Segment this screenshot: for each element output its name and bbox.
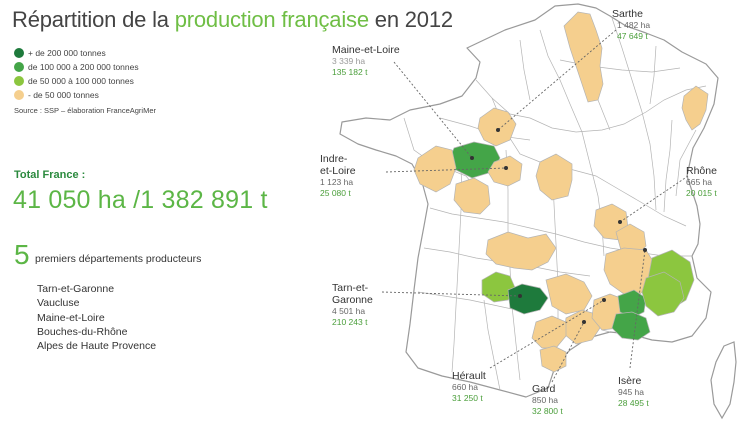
callout-tonnage: 47 649 t: [617, 31, 648, 41]
dept-aude: [531, 315, 567, 349]
list-item: Bouches-du-Rhône: [37, 325, 128, 338]
top5-list: Tarn-et-Garonne Vaucluse Maine-et-Loire …: [37, 282, 156, 353]
legend-swatch: [14, 62, 24, 72]
leader-maine-et-loire: [393, 61, 473, 159]
dept-nord: [563, 11, 604, 103]
department-fills: [413, 11, 709, 373]
callout-leaders: [381, 29, 689, 383]
callout-tonnage: 31 250 t: [452, 393, 483, 403]
callout-tonnage: 25 080 t: [320, 188, 351, 198]
legend-item: - de 50 000 tonnes: [14, 88, 156, 102]
dept-pyrenees-orientales: [539, 345, 567, 373]
title-highlight: production française: [174, 7, 369, 32]
title-prefix: Répartition de la: [12, 7, 169, 32]
leader-gard: [551, 321, 585, 383]
callout-name: Indre-: [320, 153, 348, 165]
dept-vaucluse: [617, 289, 647, 319]
callout-area: 665 ha: [686, 177, 712, 187]
callout-herault: Hérault 660 ha 31 250 t: [452, 370, 486, 404]
list-item: Tarn-et-Garonne: [37, 283, 115, 295]
leader-rhone: [619, 175, 689, 223]
top5-label: premiers départements producteurs: [35, 253, 202, 265]
callout-name: et-Loire: [320, 165, 356, 177]
legend-label: + de 200 000 tonnes: [28, 48, 106, 58]
callout-name: Garonne: [332, 294, 373, 306]
callout-tonnage: 20 015 t: [686, 188, 717, 198]
legend-item: de 100 000 à 200 000 tonnes: [14, 60, 156, 74]
callout-name: Gard: [532, 383, 556, 395]
callout-isere: Isère 945 ha 28 495 t: [618, 375, 649, 409]
callout-tonnage: 210 243 t: [332, 317, 368, 327]
callout-rhone: Rhône 665 ha 20 015 t: [686, 165, 717, 199]
top5-number: 5: [14, 239, 30, 270]
callout-maine-et-loire: Maine-et-Loire 3 339 ha 135 182 t: [332, 44, 400, 78]
callout-area: 945 ha: [618, 387, 644, 397]
legend-swatch: [14, 76, 24, 86]
legend-label: - de 50 000 tonnes: [28, 90, 99, 100]
callout-name: Isère: [618, 375, 642, 387]
dept-bouches-du-rhone: [611, 311, 651, 341]
list-item: Vaucluse: [37, 297, 80, 310]
list-item: Alpes de Haute Provence: [37, 340, 157, 353]
callout-sarthe: Sarthe 1 482 ha 47 649 t: [612, 8, 650, 42]
callout-area: 660 ha: [452, 382, 478, 392]
callout-area: 3 339 ha: [332, 56, 366, 66]
title-suffix: en 2012: [374, 7, 453, 32]
callout-name: Rhône: [686, 165, 717, 177]
anchor-dot: [504, 166, 508, 170]
anchor-dot: [518, 294, 522, 298]
map-legend: + de 200 000 tonnes de 100 000 à 200 000…: [14, 46, 156, 115]
callout-tonnage: 135 182 t: [332, 67, 368, 77]
corsica-outline: [710, 341, 737, 420]
list-item: Maine-et-Loire: [37, 311, 105, 324]
anchor-dot: [618, 220, 622, 224]
callout-name: Sarthe: [612, 8, 643, 20]
callout-name: Tarn-et-: [332, 282, 369, 294]
total-label: Total France :: [14, 169, 86, 181]
legend-swatch: [14, 90, 24, 100]
anchor-dot: [582, 320, 586, 324]
callout-tarn-et-garonne: Tarn-et- Garonne 4 501 ha 210 243 t: [332, 282, 373, 328]
dept-sarthe: [477, 107, 517, 147]
callout-tonnage: 28 495 t: [618, 398, 649, 408]
leader-sarthe: [497, 29, 617, 131]
leader-tarn-et-garonne: [381, 291, 521, 297]
legend-swatch: [14, 48, 24, 58]
callout-name: Maine-et-Loire: [332, 44, 400, 56]
callout-tonnage: 32 800 t: [532, 406, 563, 416]
callout-area: 4 501 ha: [332, 306, 366, 316]
dept-loire-atlantique: [413, 145, 457, 193]
callout-indre-et-loire: Indre- et-Loire 1 123 ha 25 080 t: [320, 153, 356, 199]
dept-gironde: [485, 231, 557, 271]
legend-label: de 100 000 à 200 000 tonnes: [28, 62, 139, 72]
anchor-dot: [470, 156, 474, 160]
anchor-dot: [602, 298, 606, 302]
total-value: 41 050 ha /1 382 891 t: [13, 186, 268, 214]
callout-gard: Gard 850 ha 32 800 t: [532, 383, 563, 417]
dept-alpes-haute-provence: [641, 271, 685, 317]
dept-indre-et-loire: [487, 155, 523, 187]
callout-area: 1 482 ha: [617, 20, 651, 30]
dept-tarn-et-garonne: [507, 283, 549, 315]
page-title: Répartition de la production française e…: [12, 7, 453, 33]
callout-area: 1 123 ha: [320, 177, 354, 187]
callout-area: 850 ha: [532, 395, 558, 405]
dept-bas-rhin: [681, 85, 709, 131]
legend-label: de 50 000 à 100 000 tonnes: [28, 76, 134, 86]
callout-anchors: [470, 128, 647, 324]
legend-item: + de 200 000 tonnes: [14, 46, 156, 60]
callout-name: Hérault: [452, 370, 486, 382]
source-note: Source : SSP – élaboration FranceAgriMer: [14, 106, 157, 115]
legend-item: de 50 000 à 100 000 tonnes: [14, 74, 156, 88]
anchor-dot: [643, 248, 647, 252]
dept-vienne-deux-sevres: [453, 177, 491, 215]
leader-indre-et-loire: [385, 167, 507, 173]
anchor-dot: [496, 128, 500, 132]
dept-cher: [535, 153, 573, 201]
dept-aveyron-tarn: [545, 273, 593, 315]
